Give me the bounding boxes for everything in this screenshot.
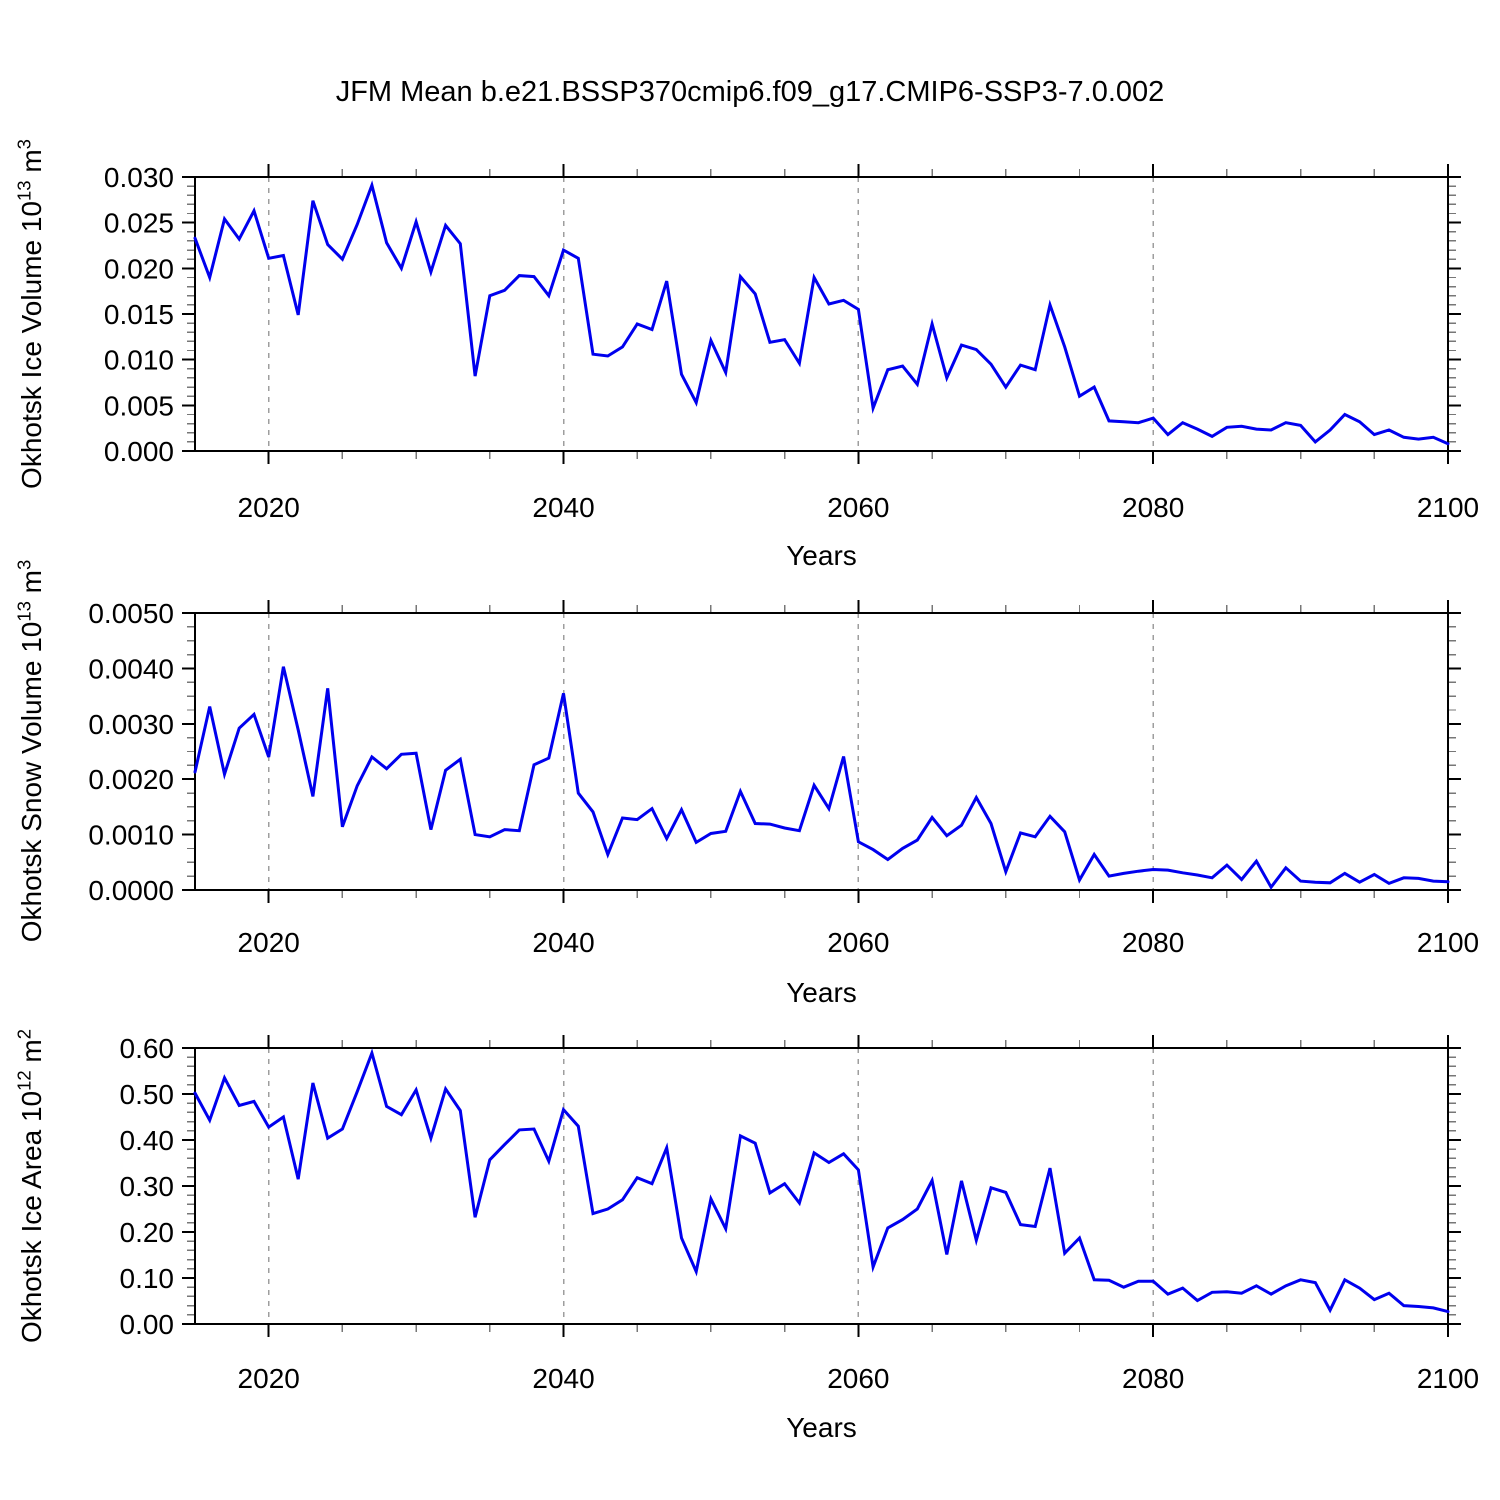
- series-line-okhotsk-ice-area: [193, 1048, 1450, 1314]
- y-tick-label: 0.0010: [88, 820, 174, 851]
- x-tick-label: 2100: [1417, 1363, 1479, 1394]
- x-tick-label: 2060: [827, 1363, 889, 1394]
- x-axis-label: Years: [786, 1412, 857, 1443]
- figure-title: JFM Mean b.e21.BSSP370cmip6.f09_g17.CMIP…: [335, 76, 1165, 108]
- series-line-okhotsk-snow-volume: [193, 666, 1450, 890]
- y-tick-label: 0.0000: [88, 875, 174, 906]
- x-axis-label: Years: [786, 977, 857, 1008]
- y-tick-label: 0.50: [120, 1079, 175, 1110]
- y-tick-label: 0.0020: [88, 764, 174, 795]
- y-tick-label: 0.010: [104, 345, 174, 376]
- y-tick-label: 0.030: [104, 162, 174, 193]
- x-tick-label: 2040: [532, 1363, 594, 1394]
- y-tick-label: 0.30: [120, 1171, 175, 1202]
- panel-ice-volume-plot: 2020 2040 2060 2080 2100 0.000 0.005 0.010 0.015…: [104, 162, 1479, 571]
- x-tick-label: 2060: [827, 927, 889, 958]
- panel-ice-area-plot: 2020 2040 2060 2080 2100 0.00 0.10 0.20 0.30 0.40…: [120, 1033, 1480, 1443]
- y-tick-label: 0.015: [104, 299, 174, 330]
- x-tick-label: 2020: [238, 1363, 300, 1394]
- x-tick-label: 2020: [238, 927, 300, 958]
- x-tick-label: 2080: [1122, 1363, 1184, 1394]
- y-tick-label: 0.020: [104, 253, 174, 284]
- y-tick-label: 0.0040: [88, 653, 174, 684]
- plot-frame: [194, 612, 1449, 891]
- x-tick-label: 2100: [1417, 492, 1479, 523]
- y-tick-label: 0.005: [104, 390, 174, 421]
- y-tick-label: 0.00: [120, 1309, 175, 1340]
- y-tick-label: 0.0050: [88, 598, 174, 629]
- y-tick-label: 0.20: [120, 1217, 175, 1248]
- x-tick-label: 2020: [238, 492, 300, 523]
- y-tick-label: 0.40: [120, 1125, 175, 1156]
- x-axis-label: Years: [786, 540, 857, 571]
- x-tick-label: 2080: [1122, 492, 1184, 523]
- plot-frame: [194, 176, 1449, 452]
- y-tick-label: 0.60: [120, 1033, 175, 1064]
- x-tick-label: 2040: [532, 492, 594, 523]
- x-tick-label: 2100: [1417, 927, 1479, 958]
- plot-frame: [194, 1047, 1449, 1325]
- panel-snow-volume-plot: 2020 2040 2060 2080 2100 0.0000 0.0010 0.0020 0.…: [88, 598, 1479, 1008]
- series-line-okhotsk-ice-volume: [193, 180, 1450, 446]
- x-tick-label: 2060: [827, 492, 889, 523]
- y-tick-label: 0.10: [120, 1263, 175, 1294]
- x-tick-label: 2080: [1122, 927, 1184, 958]
- y-tick-label: 0.000: [104, 436, 174, 467]
- y-tick-label: 0.0030: [88, 709, 174, 740]
- x-tick-label: 2040: [532, 927, 594, 958]
- y-tick-label: 0.025: [104, 208, 174, 239]
